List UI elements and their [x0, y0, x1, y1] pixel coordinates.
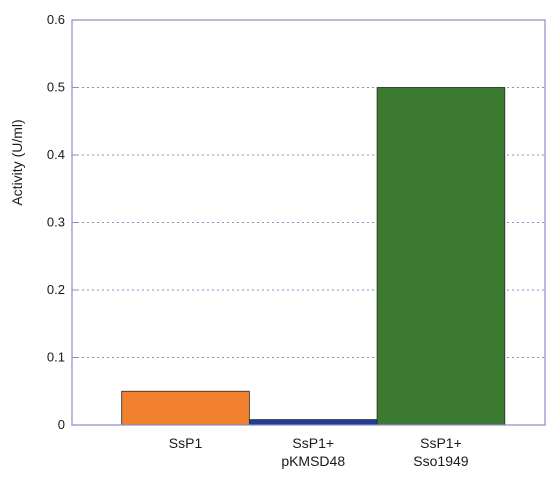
bar	[376, 87, 506, 426]
y-tick-label: 0.3	[47, 215, 65, 230]
y-axis-label: Activity (U/ml)	[9, 119, 25, 205]
y-axis-ticks: 0 0.1 0.2 0.3 0.4 0.5 0.6	[47, 12, 77, 432]
y-tick-label: 0	[58, 417, 65, 432]
x-axis-category-labels: SsP1 SsP1+ pKMSD48 SsP1+ Sso1949	[169, 435, 469, 469]
x-category-label: SsP1	[169, 435, 203, 451]
y-tick-label: 0.4	[47, 147, 65, 162]
bar	[248, 419, 378, 426]
y-tick-label: 0.6	[47, 12, 65, 27]
bar	[121, 390, 250, 426]
x-category-label: SsP1+ pKMSD48	[281, 435, 345, 469]
y-tick-label: 0.1	[47, 350, 65, 365]
y-tick-label: 0.2	[47, 282, 65, 297]
x-category-label: SsP1+ Sso1949	[413, 435, 468, 469]
y-tick-label: 0.5	[47, 80, 65, 95]
bars	[121, 87, 506, 426]
gridlines	[72, 87, 545, 358]
